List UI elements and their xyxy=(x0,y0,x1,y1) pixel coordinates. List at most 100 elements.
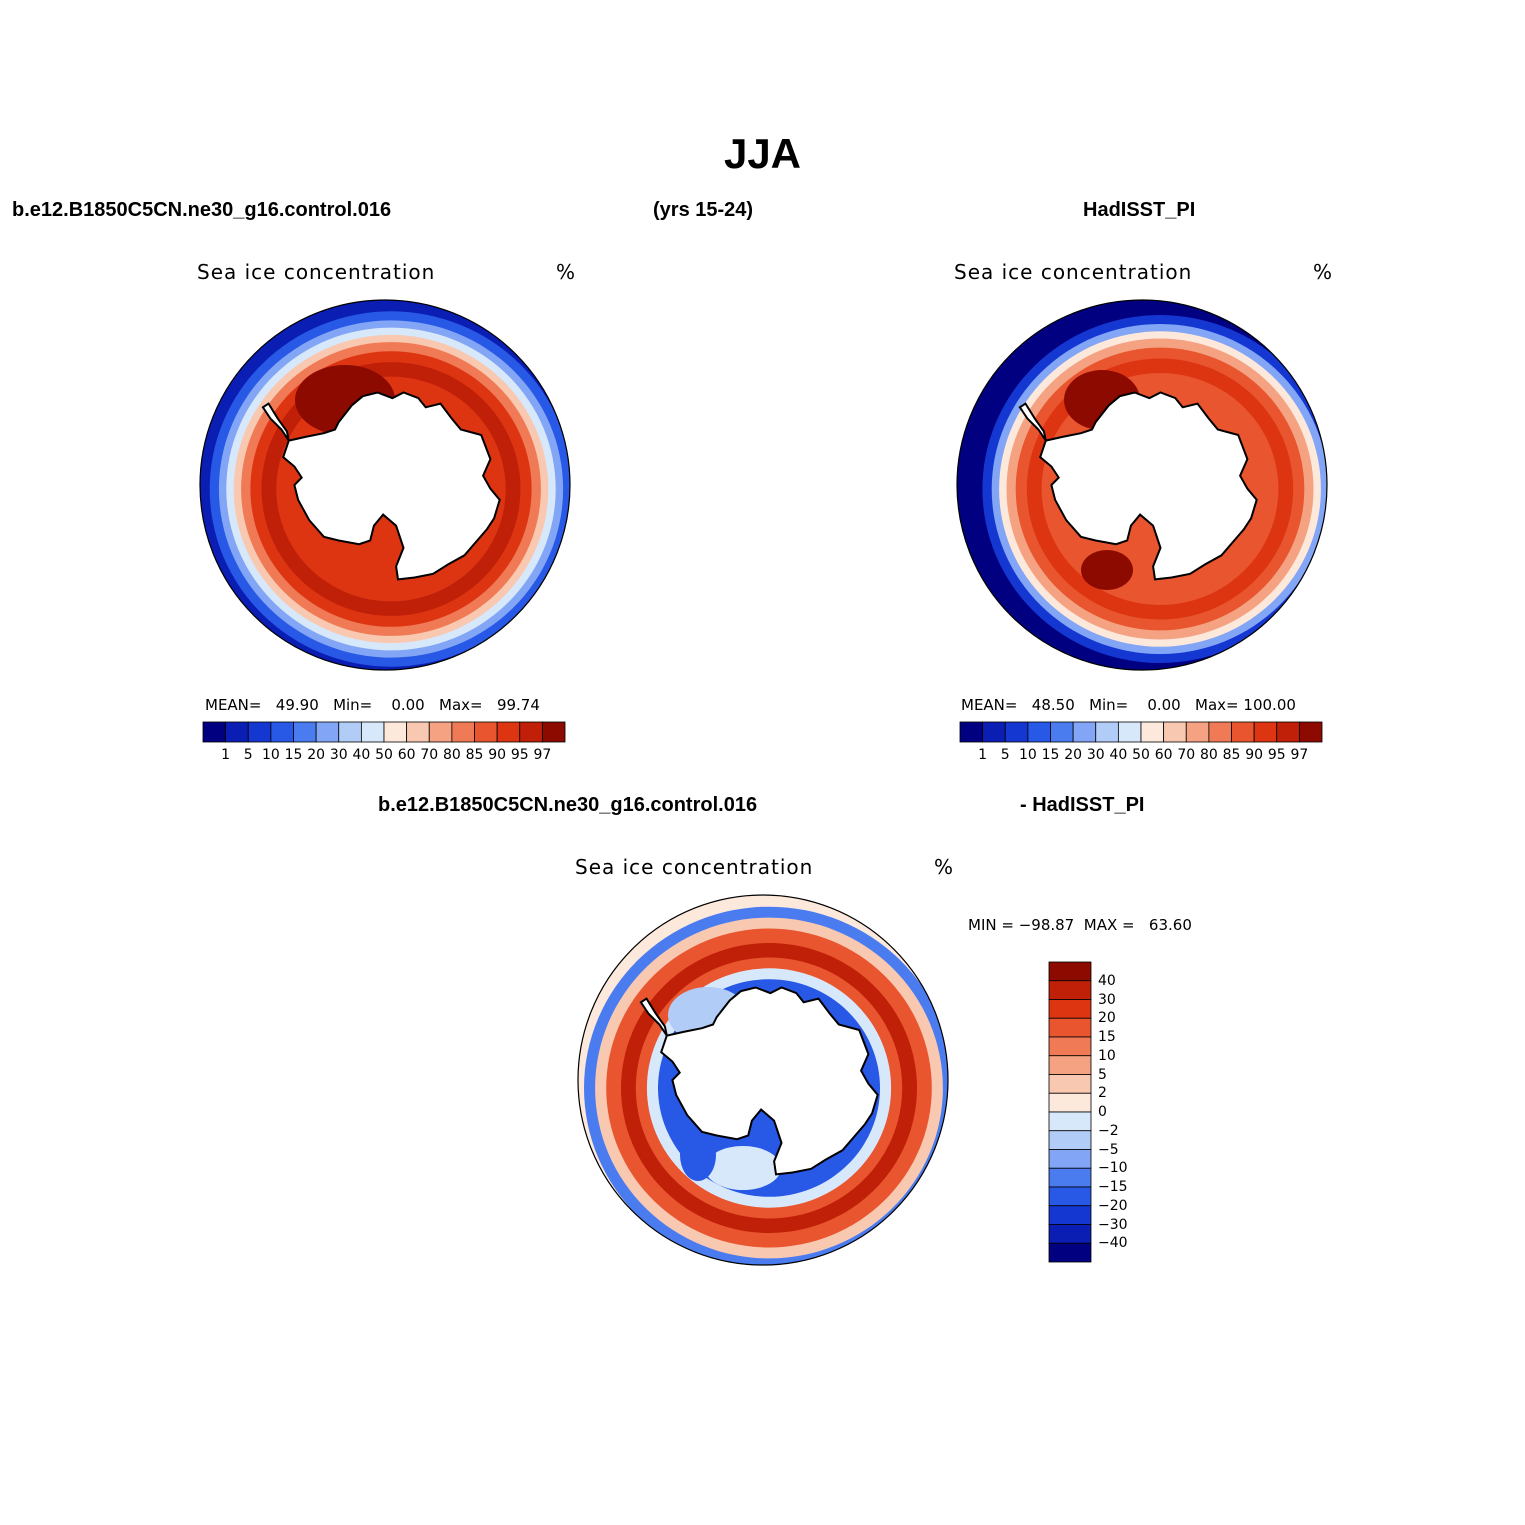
model-colorbar xyxy=(202,721,566,743)
diff-ross-deficit xyxy=(705,1146,781,1190)
diff-colorbar-box-1 xyxy=(1048,961,1092,982)
model-colorbar-tick-label: 80 xyxy=(442,747,461,763)
obs-colorbar-tick-label: 30 xyxy=(1086,747,1105,763)
diff-max-label: MAX = xyxy=(1083,916,1135,934)
diff-colorbar-box-10 xyxy=(1048,1130,1092,1150)
model-colorbar-box-9 xyxy=(383,721,408,743)
obs-panel-units: % xyxy=(1313,260,1334,284)
model-colorbar-ticks: 1 5 10 15 20 30 40 50 60 70 80 85 90 95 97 xyxy=(203,747,565,767)
model-colorbar-box-7 xyxy=(338,721,362,743)
diff-colorbar-box-3 xyxy=(1048,999,1092,1019)
model-antarctica-coast xyxy=(282,391,501,581)
diff-colorbar-tick-label: −20 xyxy=(1098,1197,1128,1214)
diff-colorbar-tick-label: 30 xyxy=(1098,991,1116,1008)
diff-case-header: b.e12.B1850C5CN.ne30_g16.control.016 xyxy=(378,794,758,816)
model-colorbar-box-8 xyxy=(360,721,385,743)
obs-colorbar-tick-label: 85 xyxy=(1222,747,1241,763)
diff-min-label: MIN = xyxy=(968,916,1014,934)
diff-colorbar-tick-label: −15 xyxy=(1098,1179,1128,1195)
obs-header: HadISST_PI xyxy=(1083,199,1196,221)
obs-min-value: 0.00 xyxy=(1147,696,1181,714)
model-stats: MEAN= 49.90 Min= 0.00 Max= 99.74 xyxy=(205,696,540,714)
diff-obs-header: - HadISST_PI xyxy=(1020,794,1145,816)
model-colorbar-tick-label: 1 xyxy=(221,747,231,763)
model-max-value: 99.74 xyxy=(496,696,540,714)
model-colorbar-box-3 xyxy=(247,721,272,743)
model-panel-units: % xyxy=(556,260,577,284)
diff-colorbar-box-14 xyxy=(1048,1205,1092,1225)
diff-colorbar-tick-label: 0 xyxy=(1098,1104,1107,1120)
obs-mean-value: 48.50 xyxy=(1031,696,1075,714)
model-colorbar-box-2 xyxy=(225,721,249,743)
obs-colorbar-box-12 xyxy=(1208,721,1232,743)
diff-panel-title: Sea ice concentration xyxy=(575,855,814,879)
model-colorbar-tick-label: 30 xyxy=(329,747,348,763)
diff-colorbar-box-4 xyxy=(1048,1017,1092,1038)
diff-colorbar-tick-label: 20 xyxy=(1098,1010,1116,1027)
diff-colorbar-tick-label: 2 xyxy=(1098,1085,1107,1102)
obs-colorbar-ticks: 1 5 10 15 20 30 40 50 60 70 80 85 90 95 97 xyxy=(960,747,1322,767)
obs-colorbar-box-9 xyxy=(1140,721,1165,743)
obs-colorbar-tick-label: 1 xyxy=(978,747,988,763)
obs-colorbar-tick-label: 70 xyxy=(1177,747,1196,763)
obs-antarctica-coast xyxy=(1039,391,1258,581)
diff-colorbar-box-12 xyxy=(1048,1167,1092,1188)
model-polar-map xyxy=(199,299,571,671)
diff-colorbar-box-9 xyxy=(1048,1111,1092,1132)
diff-colorbar-box-11 xyxy=(1048,1149,1092,1169)
obs-max-value: 100.00 xyxy=(1243,696,1296,714)
obs-colorbar-box-4 xyxy=(1027,721,1051,743)
diff-colorbar-box-5 xyxy=(1048,1036,1092,1057)
model-colorbar-box-1 xyxy=(202,721,227,743)
obs-colorbar-box-2 xyxy=(982,721,1006,743)
diff-colorbar-tick-label: −5 xyxy=(1098,1141,1119,1158)
model-colorbar-tick-label: 5 xyxy=(243,747,253,763)
obs-colorbar-box-5 xyxy=(1050,721,1074,743)
obs-mean-label: MEAN= xyxy=(961,696,1018,714)
obs-colorbar-box-1 xyxy=(959,721,984,743)
diff-colorbar-box-13 xyxy=(1048,1186,1092,1207)
model-colorbar-tick-label: 60 xyxy=(397,747,416,763)
obs-panel-title: Sea ice concentration xyxy=(954,260,1193,284)
obs-colorbar-tick-label: 97 xyxy=(1290,747,1309,763)
model-mean-value: 49.90 xyxy=(275,696,319,714)
model-colorbar-box-5 xyxy=(293,721,317,743)
diff-max-value: 63.60 xyxy=(1148,916,1192,934)
model-colorbar-box-12 xyxy=(451,721,475,743)
diff-polar-map xyxy=(577,894,949,1266)
obs-colorbar-box-13 xyxy=(1231,721,1255,743)
diff-colorbar-tick-label: 15 xyxy=(1098,1029,1116,1045)
diff-colorbar-box-15 xyxy=(1048,1224,1092,1244)
model-peninsula-coast xyxy=(261,402,290,442)
case-header: b.e12.B1850C5CN.ne30_g16.control.016 xyxy=(12,199,392,221)
model-min-value: 0.00 xyxy=(391,696,425,714)
diff-colorbar-tick-label: −30 xyxy=(1098,1216,1128,1233)
model-map-border xyxy=(199,299,571,671)
obs-colorbar-tick-label: 40 xyxy=(1109,747,1128,763)
diff-map-border xyxy=(577,894,949,1266)
model-mean-label: MEAN= xyxy=(205,696,262,714)
obs-colorbar-tick-label: 90 xyxy=(1245,747,1264,763)
diff-colorbar xyxy=(1048,961,1092,1263)
diff-colorbar-box-16 xyxy=(1048,1242,1092,1263)
model-colorbar-box-4 xyxy=(270,721,294,743)
diff-colorbar-box-2 xyxy=(1048,980,1092,1000)
obs-colorbar-box-15 xyxy=(1276,721,1300,743)
diff-stats: MIN = −98.87 MAX = 63.60 xyxy=(968,916,1192,934)
obs-colorbar-tick-label: 95 xyxy=(1267,747,1286,763)
model-colorbar-box-16 xyxy=(541,721,566,743)
diff-colorbar-tick-label: 10 xyxy=(1098,1047,1116,1064)
model-colorbar-box-11 xyxy=(428,721,453,743)
diff-panel-units: % xyxy=(934,855,955,879)
model-panel-title: Sea ice concentration xyxy=(197,260,436,284)
obs-colorbar-box-3 xyxy=(1004,721,1029,743)
obs-stats: MEAN= 48.50 Min= 0.00 Max= 100.00 xyxy=(961,696,1296,714)
model-max-label: Max= xyxy=(439,696,483,714)
model-colorbar-tick-label: 90 xyxy=(488,747,507,763)
obs-colorbar-box-11 xyxy=(1185,721,1210,743)
model-colorbar-tick-label: 85 xyxy=(465,747,484,763)
model-colorbar-tick-label: 10 xyxy=(261,747,280,763)
obs-map-border xyxy=(956,299,1328,671)
model-colorbar-tick-label: 97 xyxy=(533,747,552,763)
obs-colorbar-box-7 xyxy=(1095,721,1119,743)
